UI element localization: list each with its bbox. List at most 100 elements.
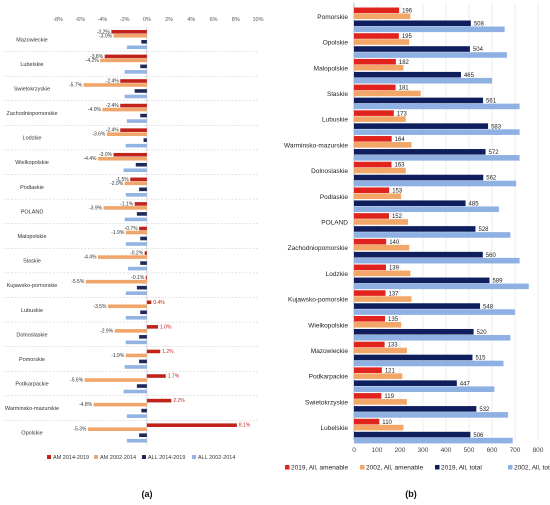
bar-2	[354, 303, 481, 309]
bar-1	[354, 39, 410, 45]
data-label: 182	[399, 60, 410, 66]
data-label: 173	[397, 111, 408, 117]
bar-1	[354, 64, 404, 71]
x-tick-label: 400	[441, 447, 452, 454]
data-label: 152	[392, 214, 403, 220]
bar-1	[354, 399, 407, 405]
bar-0	[130, 177, 147, 182]
x-tick-label: 500	[464, 447, 475, 454]
data-label: 196	[402, 9, 413, 15]
data-label: -3.0%	[99, 152, 113, 158]
data-label: -2.9%	[100, 328, 114, 334]
bar-2	[136, 384, 147, 388]
data-label: -4.2%	[86, 58, 100, 64]
x-tick-label: 8%	[232, 17, 240, 23]
category-label: Warminsko-mazurskie	[5, 406, 59, 412]
category-label: Mazowieckie	[311, 348, 349, 355]
x-tick-label: 4%	[187, 17, 195, 23]
data-label: 133	[388, 343, 399, 349]
data-label: -4.4%	[83, 156, 97, 162]
data-label: 135	[388, 317, 399, 323]
bar-0	[354, 110, 394, 116]
data-label: 504	[473, 47, 484, 53]
category-label: Pomorskie	[19, 357, 45, 363]
category-label: POLAND	[321, 220, 348, 227]
bar-2	[354, 97, 484, 104]
bar-0	[111, 30, 147, 34]
bar-3	[354, 26, 505, 33]
bar-3	[354, 386, 495, 392]
bar-3	[124, 217, 147, 222]
bar-1	[98, 255, 147, 259]
category-label: Lodzkie	[326, 271, 349, 278]
x-tick-label: 800	[533, 447, 544, 454]
category-label: Dolnoslaskie	[311, 168, 348, 175]
bar-3	[126, 119, 147, 123]
data-label: 506	[473, 433, 484, 439]
bar-0	[144, 251, 147, 255]
bar-3	[354, 232, 511, 238]
data-label: 181	[399, 86, 410, 92]
bar-3	[354, 103, 520, 110]
bar-1	[85, 279, 147, 284]
bar-3	[354, 360, 504, 367]
bar-1	[84, 378, 147, 382]
category-label: Warminsko-mazurskie	[284, 142, 348, 149]
x-tick-label: 2%	[165, 17, 173, 23]
bar-2	[135, 162, 147, 167]
bar-2	[139, 335, 147, 339]
data-label: 447	[460, 381, 471, 387]
bar-0	[354, 136, 392, 142]
legend-label: ALL 2014-2019	[148, 455, 185, 461]
data-label: -0.2%	[130, 251, 144, 257]
bar-2	[143, 138, 147, 142]
bar-2	[354, 406, 477, 412]
bar-3	[354, 180, 517, 187]
data-label: 548	[483, 304, 494, 310]
bar-1	[125, 353, 147, 358]
bar-1	[354, 270, 411, 277]
data-label: -3.0%	[99, 33, 113, 39]
bar-0	[146, 300, 152, 305]
bar-1	[354, 142, 412, 148]
bar-1	[106, 132, 147, 136]
bar-1	[114, 329, 147, 333]
bar-3	[123, 168, 147, 173]
data-label: 465	[464, 73, 475, 79]
bar-2	[139, 433, 147, 438]
category-label: Slaskie	[23, 259, 41, 265]
data-label: -3.8%	[90, 54, 104, 60]
data-label: 485	[469, 201, 480, 207]
bar-3	[354, 77, 492, 84]
category-label: Podlaskie	[20, 185, 44, 191]
bar-3	[124, 365, 147, 369]
category-label: Pomorskie	[317, 14, 348, 21]
panel-label-a: (a)	[142, 489, 153, 499]
bar-1	[354, 193, 402, 200]
data-label: 583	[491, 124, 502, 130]
bar-2	[354, 251, 483, 258]
bar-0	[146, 398, 172, 403]
data-label: 560	[486, 253, 497, 259]
data-label: 0.4%	[153, 300, 165, 306]
category-label: Podkarpackie	[15, 382, 48, 388]
category-label: Lubelskie	[20, 62, 43, 68]
category-label: Malopolskie	[314, 65, 349, 72]
bar-2	[354, 20, 471, 27]
bar-0	[354, 341, 385, 348]
x-tick-label: 100	[372, 447, 383, 454]
category-label: Opolskie	[323, 40, 349, 47]
bar-0	[146, 374, 166, 378]
bar-2	[354, 431, 471, 438]
bar-1	[125, 230, 147, 235]
chart-b: 0 100 200 300 400 500 600 700 800 Pomorskie 196 508…	[284, 3, 550, 472]
data-label: 163	[394, 163, 405, 169]
data-label: -1.1%	[120, 201, 134, 207]
bar-2	[140, 261, 147, 265]
bar-0	[354, 393, 382, 399]
bar-1	[354, 116, 406, 122]
data-label: -1.9%	[111, 230, 125, 236]
bar-3	[354, 412, 509, 418]
legend-label: 2002, All, amenable	[366, 465, 423, 472]
data-label: 8.1%	[239, 423, 251, 429]
